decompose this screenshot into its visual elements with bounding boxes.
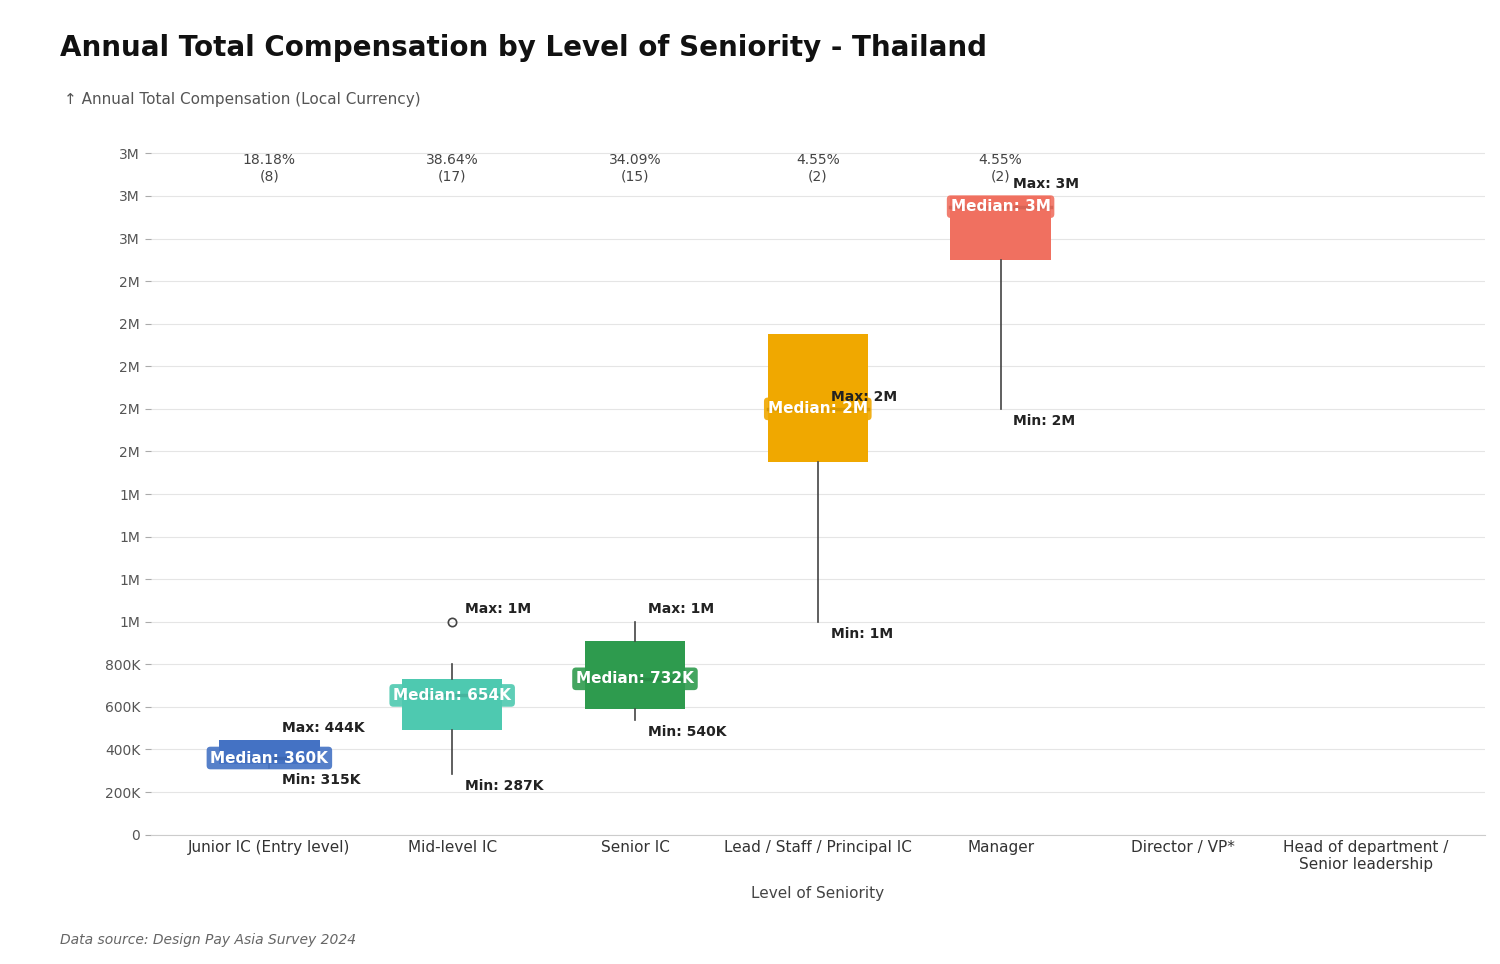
Text: Min: 1M: Min: 1M xyxy=(831,628,892,641)
Text: 34.09%
(15): 34.09% (15) xyxy=(609,153,662,183)
Text: Min: 315K: Min: 315K xyxy=(282,773,360,787)
Text: Min: 287K: Min: 287K xyxy=(465,779,543,792)
Text: Annual Total Compensation by Level of Seniority - Thailand: Annual Total Compensation by Level of Se… xyxy=(60,34,987,62)
Text: 4.55%
(2): 4.55% (2) xyxy=(978,153,1023,183)
Text: Median: 360K: Median: 360K xyxy=(210,751,328,765)
Text: Data source: Design Pay Asia Survey 2024: Data source: Design Pay Asia Survey 2024 xyxy=(60,932,355,947)
Text: Max: 2M: Max: 2M xyxy=(831,389,897,404)
Text: Max: 1M: Max: 1M xyxy=(465,602,531,616)
Bar xyxy=(768,335,868,462)
Text: Median: 732K: Median: 732K xyxy=(576,671,694,686)
Text: ↑ Annual Total Compensation (Local Currency): ↑ Annual Total Compensation (Local Curre… xyxy=(64,93,420,107)
Bar xyxy=(402,680,502,731)
Text: Median: 654K: Median: 654K xyxy=(393,688,512,703)
Text: 38.64%
(17): 38.64% (17) xyxy=(426,153,478,183)
Text: Median: 3M: Median: 3M xyxy=(951,200,1050,214)
Bar xyxy=(951,196,1052,260)
Text: 18.18%
(8): 18.18% (8) xyxy=(243,153,296,183)
Text: Max: 444K: Max: 444K xyxy=(282,721,364,735)
Text: Min: 2M: Min: 2M xyxy=(1014,415,1076,428)
Text: Max: 3M: Max: 3M xyxy=(1014,176,1080,191)
Text: 4.55%
(2): 4.55% (2) xyxy=(796,153,840,183)
Text: Median: 2M: Median: 2M xyxy=(768,401,868,416)
Text: Min: 540K: Min: 540K xyxy=(648,725,726,739)
Text: Max: 1M: Max: 1M xyxy=(648,602,714,616)
Bar xyxy=(219,740,320,764)
X-axis label: Level of Seniority: Level of Seniority xyxy=(752,886,885,900)
Bar xyxy=(585,641,686,710)
